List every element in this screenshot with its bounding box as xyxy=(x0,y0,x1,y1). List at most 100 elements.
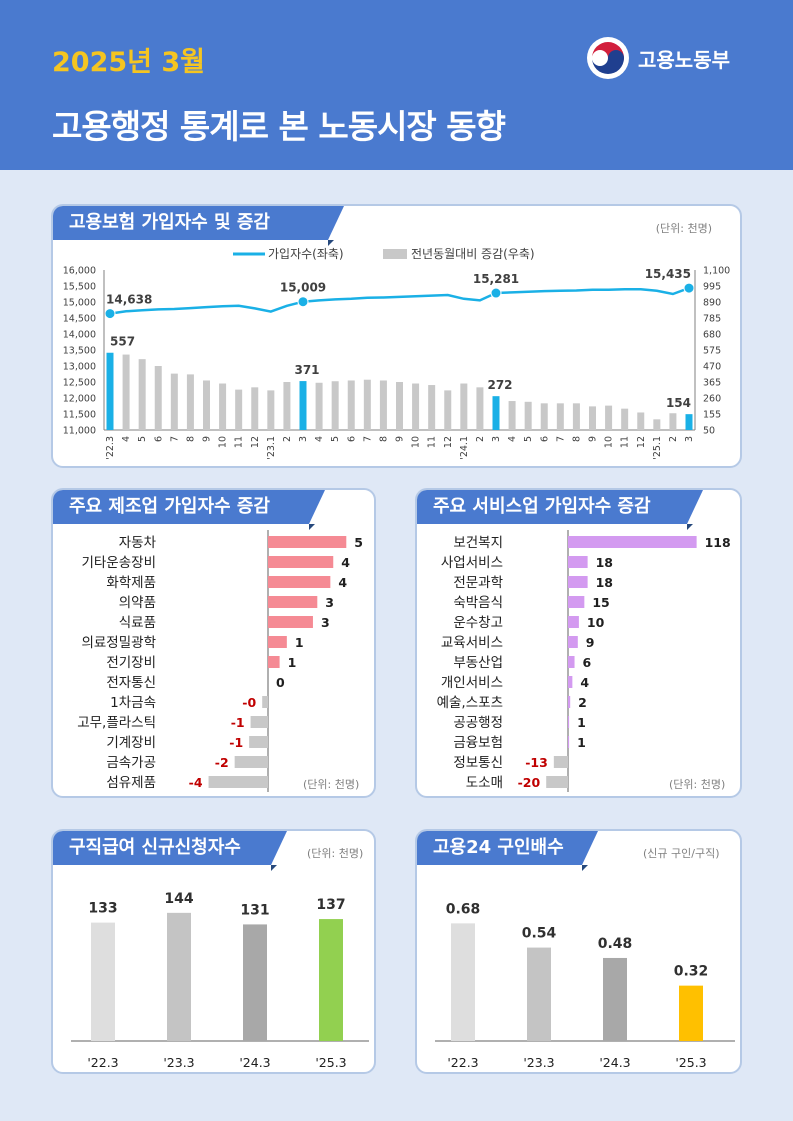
value-bar xyxy=(268,556,334,568)
x-tick-label: '25.1 xyxy=(652,436,663,460)
x-tick-label: 3 xyxy=(684,436,695,442)
y-left-tick-label: 14,500 xyxy=(63,314,96,325)
value-bar xyxy=(527,947,551,1041)
value-bar xyxy=(91,922,115,1041)
x-tick-label: 3 xyxy=(298,436,309,442)
value-label: 4 xyxy=(338,575,347,590)
x-tick-label: 7 xyxy=(169,436,180,442)
value-bar xyxy=(268,576,331,588)
value-bar xyxy=(568,736,570,748)
value-bar xyxy=(546,776,568,788)
value-label: 131 xyxy=(240,902,269,918)
x-tick-label: 2 xyxy=(475,436,486,442)
value-label: 0.68 xyxy=(446,901,481,917)
increase-bar xyxy=(122,354,130,430)
insurance-card: 고용보험 가입자수 및 증감 (단위: 천명) 가입자수(좌축) 전년동월대비 … xyxy=(51,204,742,468)
legend-line-label: 가입자수(좌축) xyxy=(268,247,344,261)
category-label: 의약품 xyxy=(119,595,156,611)
value-bar xyxy=(268,616,313,628)
jobless-unit: (단위: 천명) xyxy=(307,847,364,860)
x-tick-label: 2 xyxy=(668,436,679,442)
value-bar xyxy=(603,957,627,1041)
x-tick-label: 10 xyxy=(604,436,615,448)
increase-bar xyxy=(170,373,178,430)
x-tick-label: 8 xyxy=(571,436,582,442)
value-label: 0.32 xyxy=(674,964,709,980)
x-tick-label: 5 xyxy=(330,436,341,442)
increase-bar xyxy=(540,403,548,430)
y-right-tick-label: 50 xyxy=(703,426,715,437)
category-label: 섬유제품 xyxy=(106,775,156,791)
legend-bar-label: 전년동월대비 증감(우축) xyxy=(411,247,535,261)
y-left-tick-label: 11,000 xyxy=(63,426,96,437)
value-label: 2 xyxy=(578,695,587,710)
services-title: 주요 서비스업 가입자수 증감 xyxy=(417,490,703,530)
value-label: 3 xyxy=(321,615,330,630)
category-label: 금속가공 xyxy=(106,755,156,771)
increase-bar xyxy=(315,382,323,430)
increase-bar xyxy=(653,419,661,430)
x-tick-label: 7 xyxy=(362,436,373,442)
value-bar xyxy=(568,636,578,648)
increase-bar xyxy=(412,383,420,430)
increase-bar xyxy=(347,380,355,430)
page-title: 고용행정 통계로 본 노동시장 동향 xyxy=(52,107,506,146)
value-bar xyxy=(243,924,267,1041)
increase-bar xyxy=(685,414,693,430)
increase-bar xyxy=(621,408,629,430)
services-card: 주요 서비스업 가입자수 증감 (단위: 천명) 보건복지 118 사업서비스 18 전… xyxy=(415,488,742,798)
value-bar xyxy=(268,636,287,648)
value-bar xyxy=(268,536,347,548)
increase-bar xyxy=(235,389,243,430)
y-right-tick-label: 155 xyxy=(703,410,721,421)
value-label: 118 xyxy=(705,535,731,550)
x-tick-label: 5 xyxy=(523,436,534,442)
value-label: -1 xyxy=(231,715,245,730)
value-bar xyxy=(451,923,475,1041)
jobs24-unit: (신규 구인/구직) xyxy=(643,847,720,860)
value-bar xyxy=(568,616,579,628)
x-tick-label: 12 xyxy=(636,436,647,448)
value-label: 144 xyxy=(164,891,193,907)
y-right-tick-label: 260 xyxy=(703,394,721,405)
y-left-tick-label: 11,500 xyxy=(63,410,96,421)
subscribers-data-label: 15,435 xyxy=(645,267,691,281)
insurance-legend: 가입자수(좌축) 전년동월대비 증감(우축) xyxy=(233,247,535,261)
category-label: '23.3 xyxy=(163,1055,194,1070)
services-chart: 보건복지 118 사업서비스 18 전문과학 18 숙박음식 15 운수창고 10 교육서비스 9 부동… xyxy=(437,530,731,792)
value-label: 4 xyxy=(341,555,350,570)
y-right-tick-label: 365 xyxy=(703,378,721,389)
increase-bar xyxy=(444,390,452,430)
increase-bar xyxy=(492,396,500,430)
increase-bar xyxy=(299,381,307,430)
category-label: 1차금속 xyxy=(110,695,156,711)
y-left-tick-label: 15,000 xyxy=(63,298,96,309)
increase-bar xyxy=(572,403,580,430)
value-bar xyxy=(679,985,703,1041)
category-label: '22.3 xyxy=(87,1055,118,1070)
category-label: 운수창고 xyxy=(453,615,503,631)
increase-bar xyxy=(428,385,436,430)
increase-bar xyxy=(460,383,468,430)
x-tick-label: 8 xyxy=(185,436,196,442)
x-tick-label: 9 xyxy=(395,436,406,442)
value-bar xyxy=(568,576,588,588)
increase-bar xyxy=(396,382,403,430)
value-label: 0.54 xyxy=(522,926,557,942)
category-label: 기계장비 xyxy=(106,735,156,751)
report-date: 2025년 3월 xyxy=(52,47,206,78)
value-label: 1 xyxy=(295,635,304,650)
y-left-tick-label: 13,000 xyxy=(63,362,96,373)
value-bar xyxy=(568,696,571,708)
jobless-title: 구직급여 신규신청자수 xyxy=(53,831,287,871)
subscribers-point xyxy=(104,308,116,320)
manufacturing-card: 주요 제조업 가입자수 증감 (단위: 천명) 자동차 5 기타운송장비 4 화학제품 4… xyxy=(51,488,376,798)
legend-bar-swatch xyxy=(383,249,407,259)
insurance-chart: 가입자수(좌축) 전년동월대비 증감(우축) 11,000 50 11,500 155… xyxy=(63,247,730,460)
category-label: 예술,스포츠 xyxy=(437,695,503,711)
increase-bar xyxy=(605,405,613,430)
value-label: 18 xyxy=(596,555,613,570)
insurance-title: 고용보험 가입자수 및 증감 xyxy=(53,206,344,246)
category-label: '24.3 xyxy=(599,1055,630,1070)
ministry-name: 고용노동부 xyxy=(638,47,730,72)
